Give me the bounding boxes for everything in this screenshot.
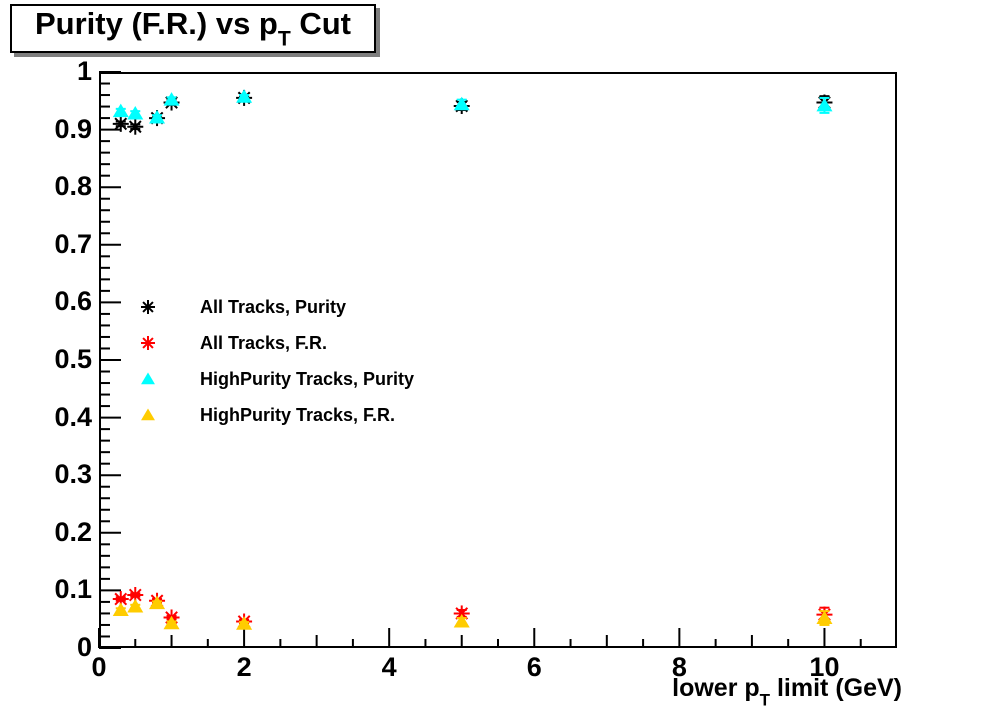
x-tick-label: 2 (236, 652, 252, 682)
legend-item-label: HighPurity Tracks, F.R. (200, 404, 396, 425)
y-tick-label: 0 (76, 631, 92, 662)
x-tick-label: 6 (526, 652, 542, 682)
legend-item-label: HighPurity Tracks, Purity (200, 368, 415, 389)
legend-item: HighPurity Tracks, Purity (135, 361, 414, 397)
y-tick-label: 0.9 (54, 113, 92, 144)
x-tick-label: 4 (381, 652, 397, 682)
asterisk-marker-icon (135, 296, 161, 318)
x-axis-title-subscript: T (759, 690, 771, 710)
title-subscript: T (277, 27, 291, 51)
legend-item-label: All Tracks, F.R. (200, 332, 328, 353)
y-tick-label: 0.6 (54, 286, 92, 317)
x-tick-label: 0 (91, 652, 107, 682)
legend-item-label: All Tracks, Purity (200, 296, 347, 317)
series-asterisk (112, 587, 833, 630)
series-triangle (112, 89, 833, 124)
legend-item: All Tracks, Purity (135, 289, 414, 325)
y-tick-label: 0.7 (54, 228, 92, 259)
y-tick-label: 1 (76, 55, 92, 86)
series-asterisk (112, 89, 833, 135)
y-tick-label: 0.4 (54, 401, 92, 432)
legend: All Tracks, Purity All Tracks, F.R. High… (135, 289, 414, 433)
plot-frame (99, 72, 897, 648)
x-axis-title: lower pT limit (GeV) (672, 674, 902, 710)
legend-item: HighPurity Tracks, F.R. (135, 397, 414, 433)
x-tick-label: 10 (809, 652, 840, 682)
legend-item: All Tracks, F.R. (135, 325, 414, 361)
triangle-marker-icon (135, 368, 161, 390)
plot-title: Purity (F.R.) vs pT Cut (34, 5, 352, 51)
y-tick-label: 0.1 (54, 574, 92, 605)
y-tick-label: 0.8 (54, 171, 92, 202)
asterisk-marker-icon (135, 332, 161, 354)
x-tick-label: 8 (671, 652, 687, 682)
triangle-marker-icon (135, 404, 161, 426)
y-tick-label: 0.2 (54, 516, 92, 547)
y-tick-label: 0.3 (54, 459, 92, 490)
y-tick-label: 0.5 (54, 343, 92, 374)
series-triangle (112, 595, 833, 630)
title-box: Purity (F.R.) vs pT Cut (10, 4, 376, 53)
